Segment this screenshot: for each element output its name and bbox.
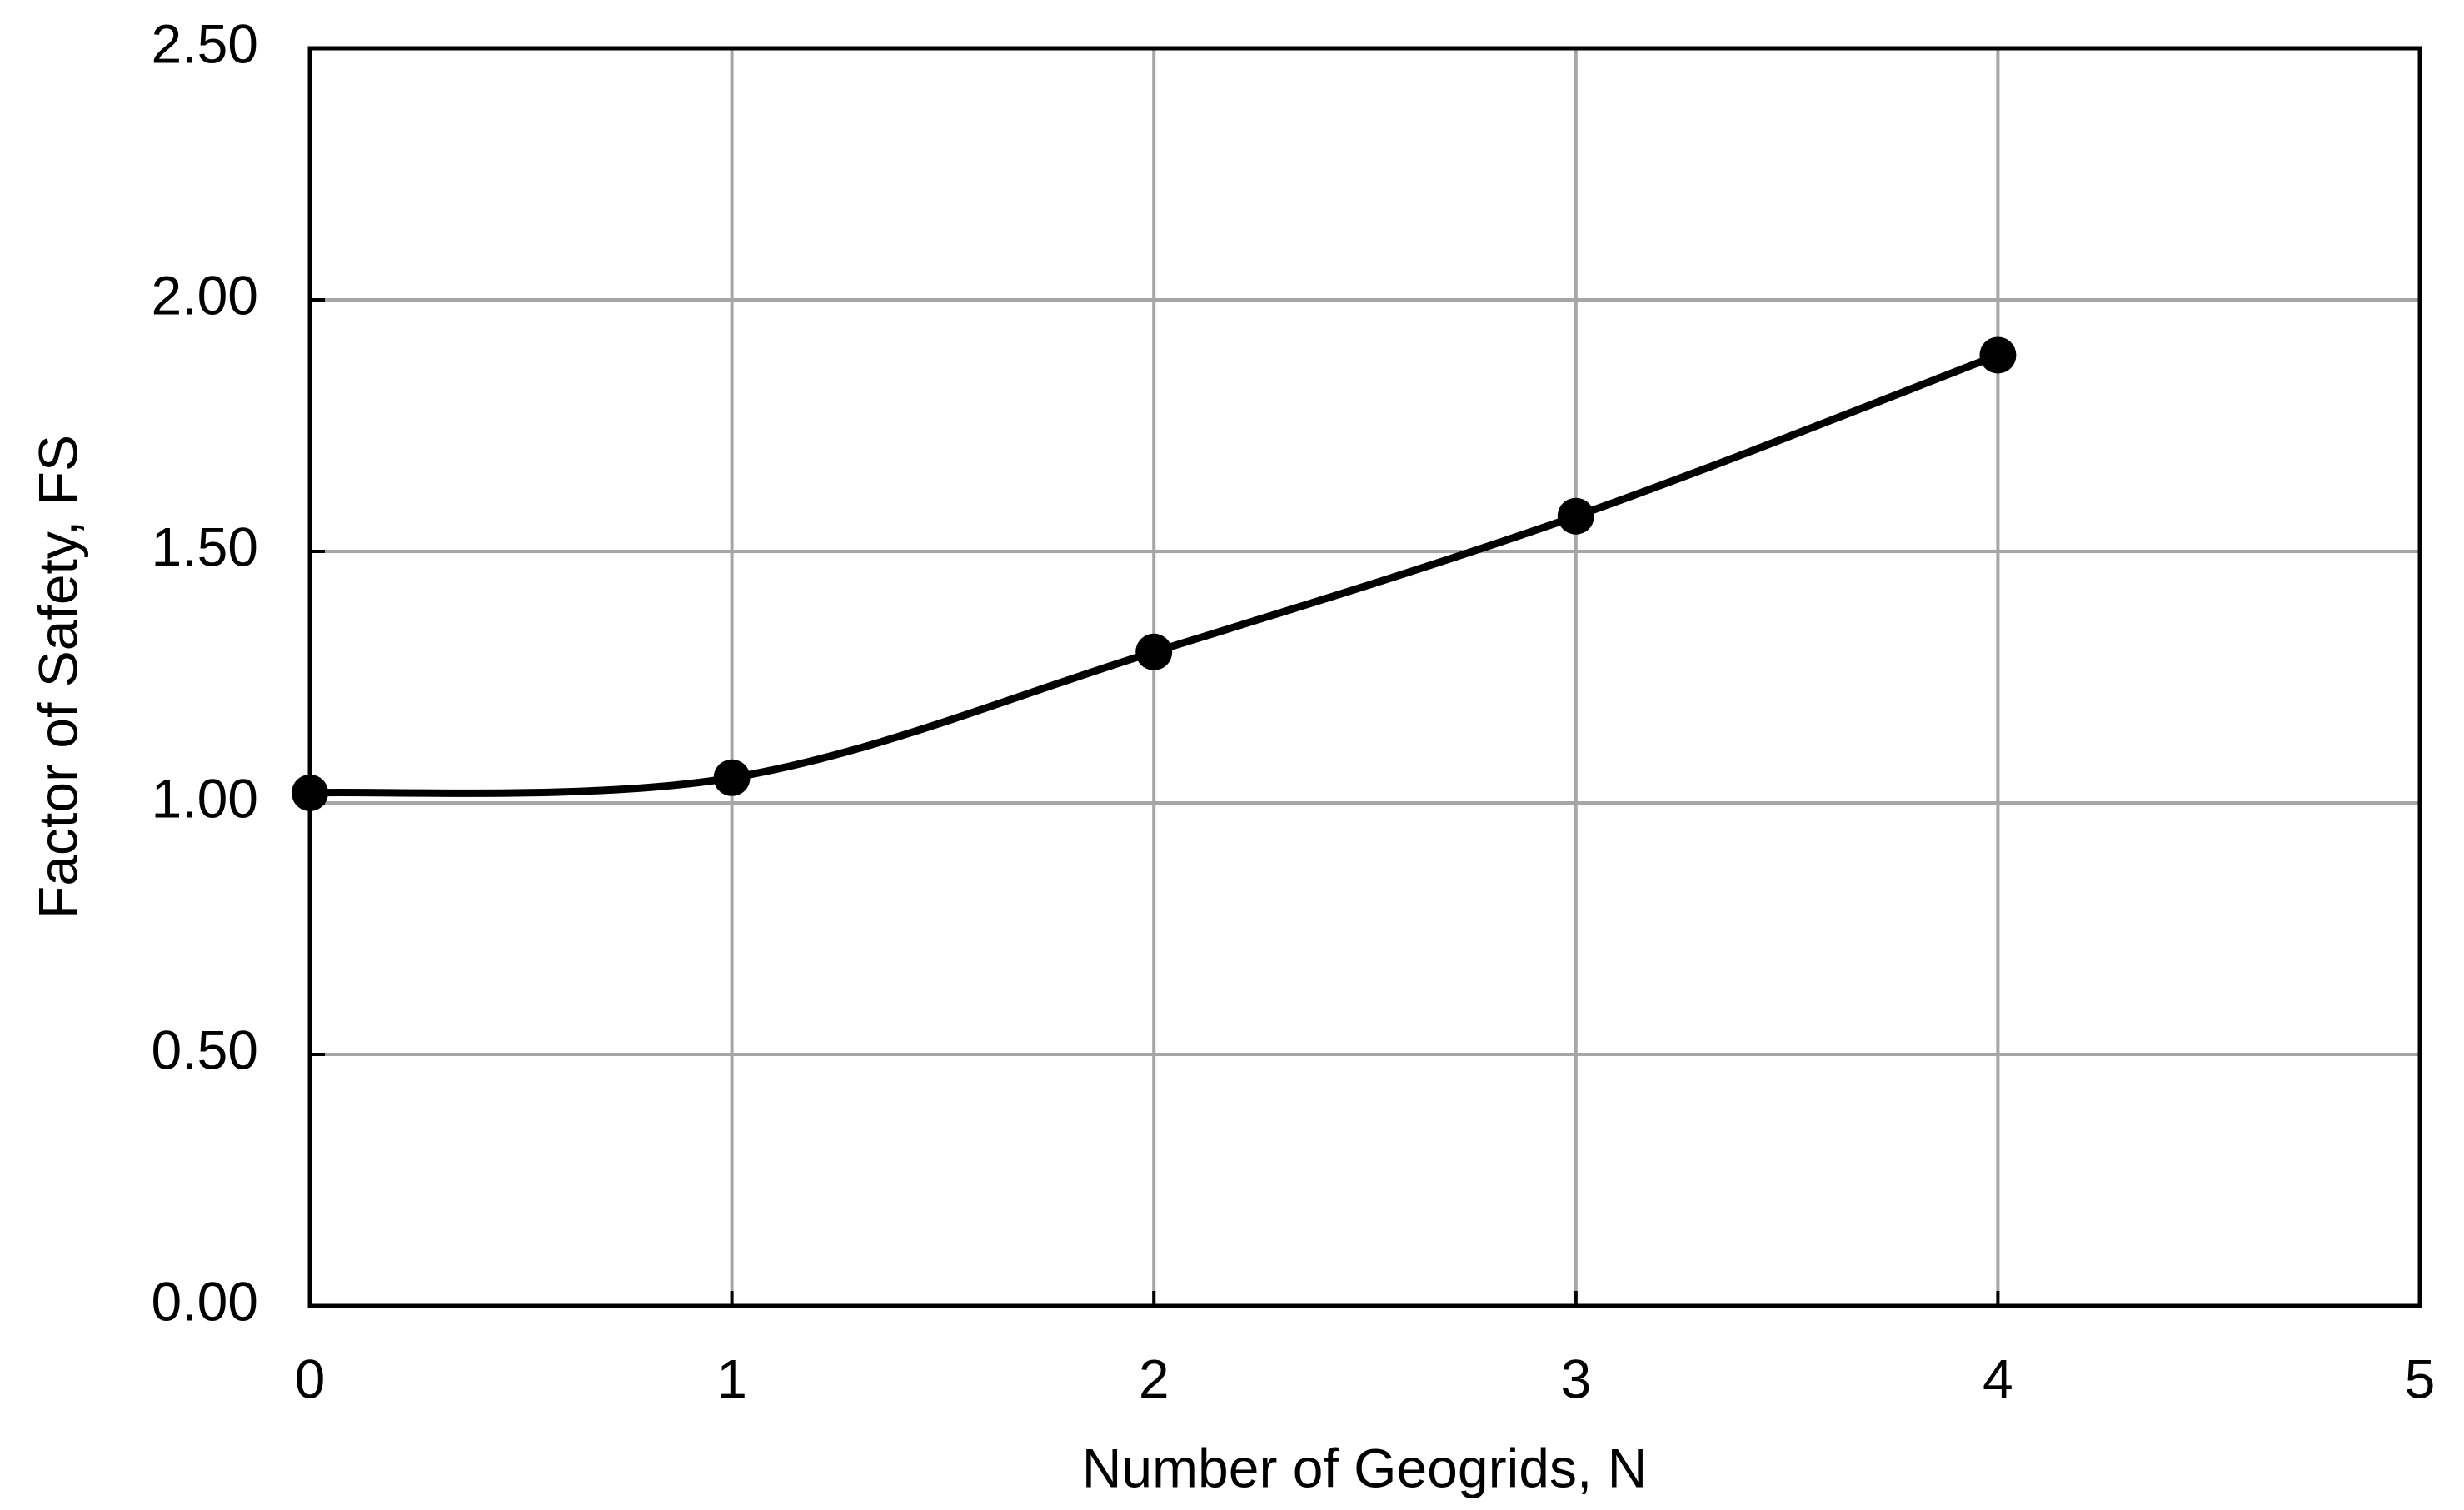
y-tick-label: 0.50	[152, 1019, 258, 1080]
data-point	[1979, 336, 2017, 374]
y-tick-label: 1.00	[152, 767, 258, 829]
y-axis-label: Factor of Safety, FS	[27, 435, 88, 919]
plot-frame	[307, 46, 2422, 1308]
y-tick-label: 0.00	[152, 1270, 258, 1332]
data-point	[1557, 497, 1594, 535]
data-point	[713, 759, 751, 796]
data-point	[1135, 633, 1173, 670]
x-tick-label: 4	[1983, 1348, 2013, 1409]
x-tick-label: 0	[295, 1348, 326, 1409]
x-axis-label: Number of Geogrids, N	[1082, 1437, 1648, 1498]
y-tick-label: 2.00	[152, 264, 258, 326]
x-tick-label: 5	[2405, 1348, 2436, 1409]
x-tick-label: 1	[716, 1348, 747, 1409]
x-tick-label: 3	[1560, 1348, 1591, 1409]
x-tick-label: 2	[1139, 1348, 1170, 1409]
data-point	[292, 774, 328, 811]
y-tick-label: 1.50	[152, 516, 258, 577]
y-tick-label: 2.50	[152, 12, 258, 74]
